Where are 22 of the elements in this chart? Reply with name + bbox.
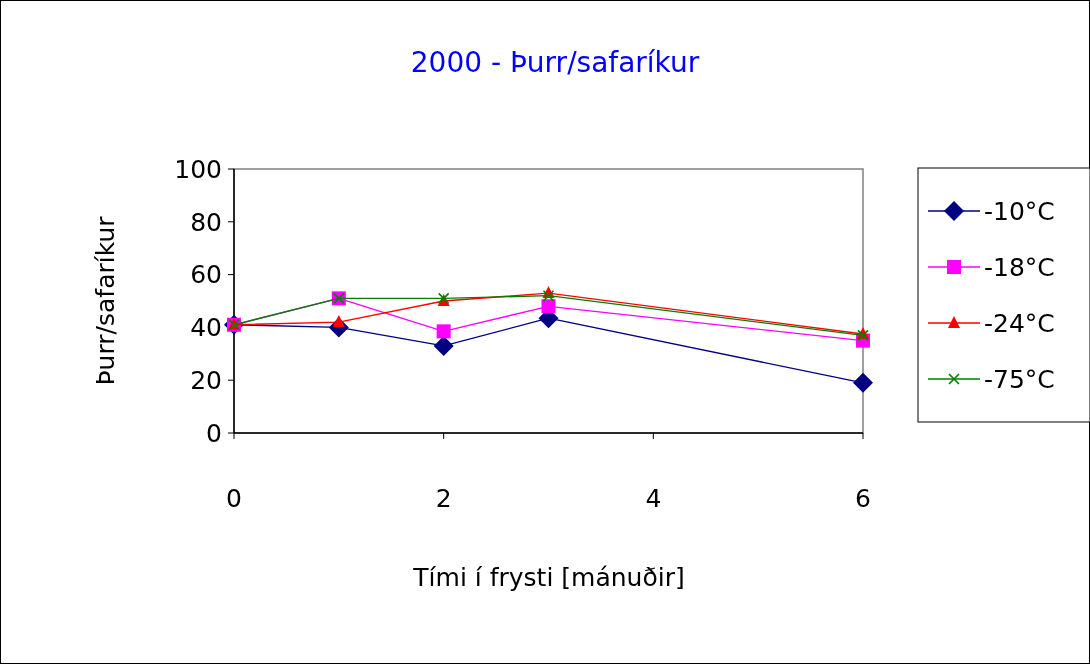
y-tick-label: 100 [174,154,222,184]
legend-label: -18°C [984,252,1055,282]
legend-label: -24°C [984,308,1055,338]
chart-title: 2000 - Þurr/safaríkur [410,46,700,79]
x-tick-label: 0 [226,484,242,513]
point [541,299,556,314]
y-tick-label: 60 [190,260,222,290]
point [433,335,454,356]
x-tick-label: 4 [645,484,662,513]
point [853,372,873,393]
legend-label: -10°C [984,196,1055,226]
legend-label: -75°C [984,364,1055,394]
point [436,324,451,339]
y-tick-label: 0 [206,418,222,448]
y-tick-label: 40 [190,313,222,343]
x-axis-title: Tími í frysti [mánuðir] [412,563,685,592]
y-tick-label: 80 [190,207,222,237]
x-tick-label: 2 [435,484,452,513]
x-tick-label: 6 [855,484,871,513]
y-tick-label: 20 [190,365,222,395]
y-axis-title: Þurr/safaríkur [91,215,120,386]
point [332,315,345,328]
